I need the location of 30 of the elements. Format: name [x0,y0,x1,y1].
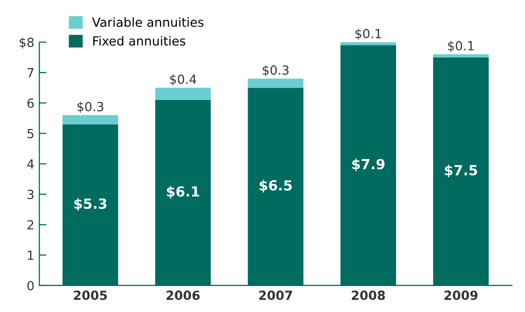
data-label: $6.1 [166,186,200,199]
legend-label: Variable annuities [92,17,204,27]
x-tick-label: 2006 [166,290,200,300]
data-label: $0.1 [448,40,474,52]
data-label: $0.1 [355,28,382,40]
bar [433,54,489,58]
data-label: $6.5 [260,180,292,192]
x-tick-label: 2008 [352,290,385,300]
y-tick-label: 1 [28,250,34,260]
data-label: $7.5 [444,164,478,178]
y-tick-label: 0 [27,280,34,290]
data-label: $5.3 [74,198,106,211]
y-tick-label: 5 [28,129,34,138]
bar [248,78,304,88]
legend-label: Fixed annuities [93,36,186,46]
x-tick-label: 2005 [74,290,107,300]
data-label: $0.4 [170,74,196,86]
x-tick-label: 2009 [444,290,478,300]
x-tick-label: 2007 [259,290,292,300]
data-label: $0.3 [262,65,289,76]
y-tick-label: 3 [28,190,34,200]
y-tick-label: 4 [27,159,34,169]
y-tick-label: 7 [28,68,34,78]
data-label: $7.9 [352,158,385,172]
data-label: $0.3 [77,102,104,113]
bar [62,115,118,124]
y-tick-label: $8 [20,37,34,49]
y-tick-label: 6 [27,98,34,108]
y-tick-label: 2 [27,220,34,230]
bar [155,88,211,100]
